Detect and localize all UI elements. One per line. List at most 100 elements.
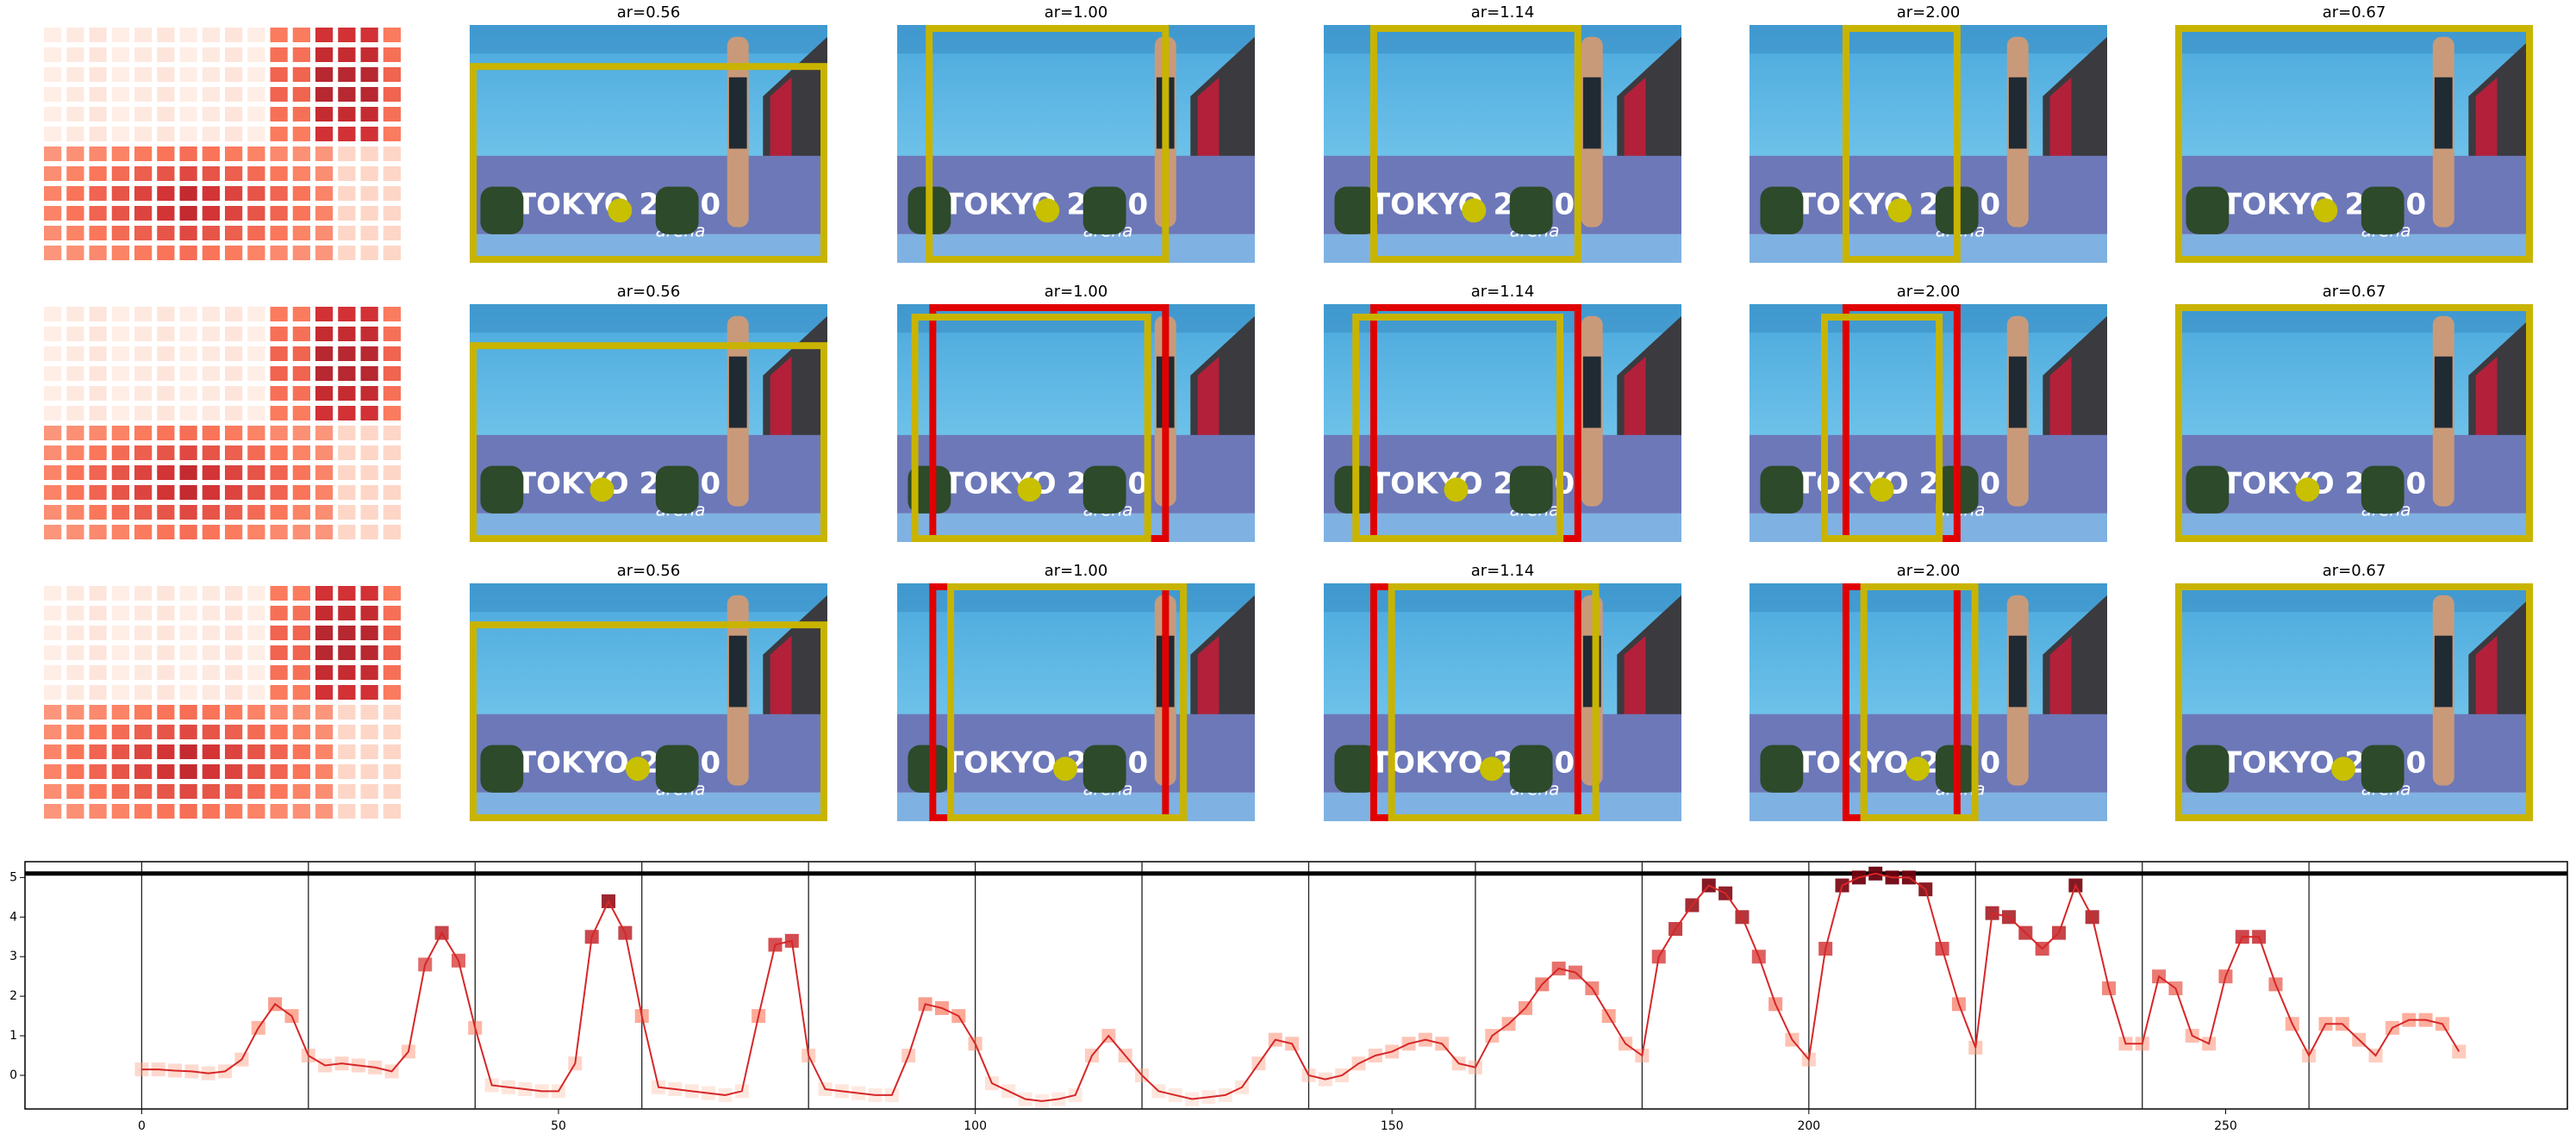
heatmap-cell <box>338 426 356 440</box>
heatmap-cell <box>270 665 288 680</box>
heatmap-cell <box>225 705 243 720</box>
wall-red <box>2049 635 2072 726</box>
bags <box>655 744 699 793</box>
heatmap-cell <box>89 307 107 321</box>
heatmap-cell <box>360 705 378 720</box>
panel-title: ar=1.14 <box>1471 283 1535 301</box>
wall-red <box>1197 77 1219 168</box>
heatmap-cell <box>338 107 356 121</box>
wall-red <box>1197 635 1219 726</box>
banner <box>470 155 827 234</box>
bags <box>2186 465 2230 514</box>
heatmap-cell <box>66 47 84 62</box>
heatmap-cell <box>157 28 175 42</box>
heatmap-cell <box>270 784 288 799</box>
heatmap-cell <box>247 47 265 62</box>
heatmap-cell <box>111 685 129 700</box>
heatmap-cell <box>202 327 220 341</box>
heatmap-cell <box>157 406 175 420</box>
heatmap-cell <box>315 645 334 660</box>
heatmap-cell <box>338 28 356 42</box>
x-tick-label: 250 <box>2214 1119 2237 1133</box>
heatmap-cell <box>292 146 310 161</box>
heatmap-cell <box>89 386 107 401</box>
heatmap-cell <box>383 327 401 341</box>
panel-title: ar=1.00 <box>1045 283 1108 301</box>
heatmap-cell <box>89 744 107 759</box>
heatmap-cell <box>89 505 107 520</box>
heatmap-cell <box>270 87 288 102</box>
panel-title: ar=1.00 <box>1045 562 1108 580</box>
heatmap-cell <box>315 226 334 240</box>
heatmap-cell <box>66 784 84 799</box>
heatmap-cell <box>89 206 107 221</box>
heatmap-cell <box>247 705 265 720</box>
heatmap-cell <box>338 47 356 62</box>
heatmap-cell <box>338 665 356 680</box>
heatmap-cell <box>247 426 265 440</box>
heatmap-cell <box>360 246 378 260</box>
bags <box>2361 465 2404 514</box>
heatmap-cell <box>89 87 107 102</box>
heatmap-cell <box>270 645 288 660</box>
heatmap-cell <box>270 426 288 440</box>
heatmap-cell <box>225 764 243 779</box>
heatmap-cell <box>360 146 378 161</box>
heatmap-cell <box>360 426 378 440</box>
heatmap-cell <box>179 87 197 102</box>
wall-red <box>1624 635 1646 726</box>
heatmap-cell <box>111 626 129 640</box>
heatmap-cell <box>338 804 356 819</box>
heatmap-cell <box>315 146 334 161</box>
photo: TOKYO 2020arena <box>1324 304 1681 542</box>
heatmap-cell <box>247 366 265 381</box>
heatmap-cell <box>383 685 401 700</box>
heatmap-cell <box>270 146 288 161</box>
heatmap-cell <box>338 586 356 601</box>
heatmap-cell <box>360 206 378 221</box>
bags <box>1509 465 1553 514</box>
heatmap-cell <box>89 606 107 620</box>
heatmap-cell <box>111 804 129 819</box>
heatmap-cell <box>157 346 175 361</box>
heatmap-cell <box>247 327 265 341</box>
heatmap-cell <box>292 67 310 82</box>
heatmap-cell <box>111 426 129 440</box>
heatmap-cell <box>315 445 334 460</box>
banner <box>2175 155 2533 234</box>
heatmap-cell <box>157 426 175 440</box>
heatmap-cell <box>292 725 310 739</box>
heatmap-cell <box>134 426 153 440</box>
heatmap-cell <box>270 525 288 539</box>
photo: TOKYO 2020arena <box>470 25 827 263</box>
heatmap-cell <box>315 246 334 260</box>
heatmap-cell <box>89 465 107 480</box>
wall-red <box>1624 77 1646 168</box>
waves <box>470 583 827 613</box>
heatmap-cell <box>66 146 84 161</box>
heatmap-cell <box>157 685 175 700</box>
panel-title: ar=0.67 <box>2323 283 2386 301</box>
heatmap-cell <box>134 366 153 381</box>
heatmap-cell <box>179 47 197 62</box>
heatmap-cell <box>383 606 401 620</box>
heatmap-cell <box>292 665 310 680</box>
box <box>1369 25 1581 263</box>
heatmap-cell <box>270 626 288 640</box>
heatmap-cell <box>225 744 243 759</box>
series-line <box>141 872 2461 1102</box>
photo: TOKYO 2020arena <box>1750 304 2107 542</box>
heatmap-cell <box>66 226 84 240</box>
heatmap-cell <box>338 525 356 539</box>
heatmap-cell <box>360 28 378 42</box>
heatmap-cell <box>360 87 378 102</box>
bags <box>1082 744 1126 793</box>
heatmap-cell <box>270 246 288 260</box>
anchor-point <box>2331 757 2356 782</box>
heatmap-cell <box>134 246 153 260</box>
heatmap-cell <box>89 705 107 720</box>
heatmap-cell <box>44 645 62 660</box>
heatmap-cell <box>292 166 310 181</box>
panel-title: ar=2.00 <box>1897 283 1961 301</box>
anchor-point <box>2295 477 2320 502</box>
